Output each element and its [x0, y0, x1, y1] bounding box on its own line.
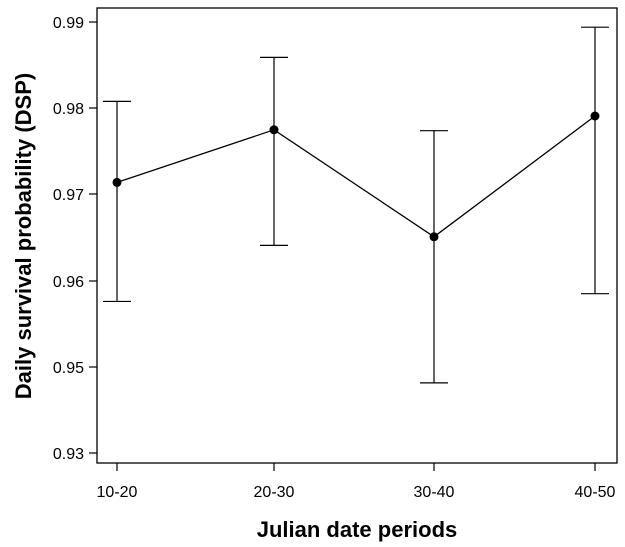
series-layer [103, 26, 609, 384]
x-tick-label-40-50: 40-50 [575, 484, 616, 501]
error-bar-30-40 [420, 130, 448, 384]
y-tick-label-0.93: 0.93 [53, 446, 84, 463]
error-bar-40-50 [581, 26, 609, 295]
error-bar-10-20 [103, 100, 131, 303]
data-point-10-20 [112, 177, 122, 187]
plot-frame [96, 7, 618, 464]
x-tick-label-20-30: 20-30 [254, 484, 295, 501]
x-tick-label-10-20: 10-20 [97, 484, 138, 501]
y-axis-title: Daily survival probability (DSP) [11, 73, 36, 399]
data-point-30-40 [429, 232, 439, 242]
y-axis: 0.93 0.95 0.96 0.97 0.98 0.99 [53, 15, 97, 463]
x-axis-title: Julian date periods [257, 517, 458, 542]
y-tick-label-0.97: 0.97 [53, 187, 84, 204]
y-tick-label-0.98: 0.98 [53, 101, 84, 118]
series-line [116, 115, 596, 238]
y-tick-label-0.96: 0.96 [53, 274, 84, 291]
error-bar-20-30 [260, 56, 288, 246]
y-tick-label-0.95: 0.95 [53, 360, 84, 377]
y-tick-label-0.99: 0.99 [53, 15, 84, 32]
x-tick-label-30-40: 30-40 [414, 484, 455, 501]
data-point-20-30 [269, 125, 279, 135]
x-axis: 10-20 20-30 30-40 40-50 [97, 463, 616, 501]
data-point-40-50 [590, 111, 600, 121]
